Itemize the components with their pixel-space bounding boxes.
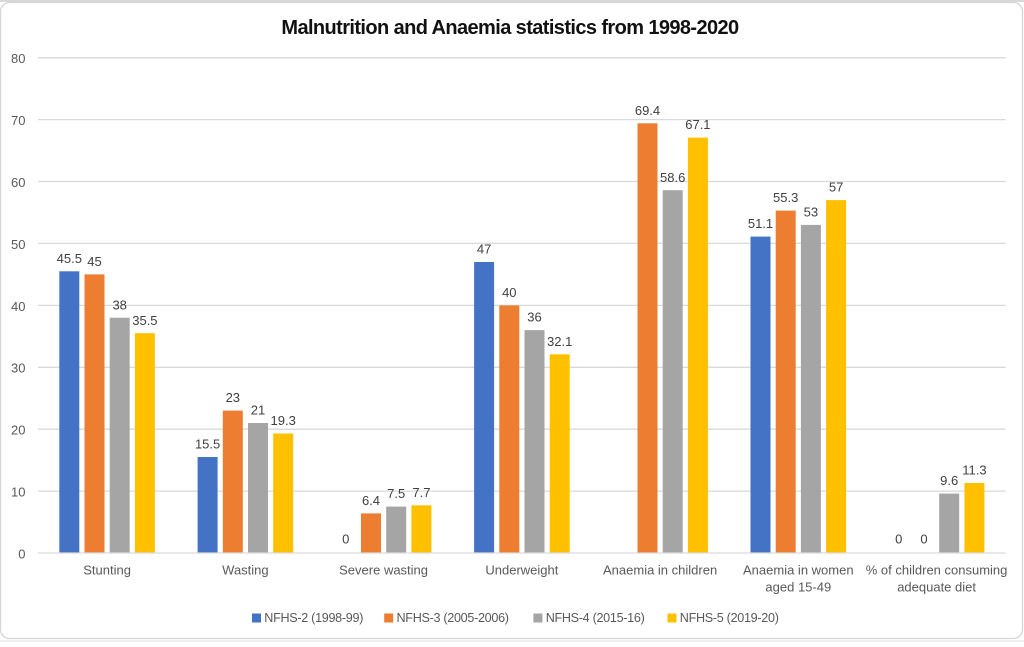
svg-text:32.1: 32.1	[547, 334, 572, 349]
svg-text:40: 40	[502, 285, 516, 300]
svg-text:7.5: 7.5	[387, 486, 405, 501]
svg-text:47: 47	[477, 242, 491, 257]
svg-text:Malnutrition and Anaemia stati: Malnutrition and Anaemia statistics from…	[281, 17, 739, 39]
svg-text:adequate diet: adequate diet	[897, 580, 976, 595]
svg-text:6.4: 6.4	[362, 493, 380, 508]
svg-text:36: 36	[527, 310, 541, 325]
svg-text:aged 15-49: aged 15-49	[765, 580, 831, 595]
svg-text:21: 21	[251, 403, 265, 418]
svg-text:23: 23	[226, 390, 240, 405]
svg-text:50: 50	[11, 237, 25, 252]
svg-text:7.7: 7.7	[412, 485, 430, 500]
svg-text:NFHS-4 (2015-16): NFHS-4 (2015-16)	[546, 611, 645, 625]
svg-text:45: 45	[87, 254, 101, 269]
svg-text:51.1: 51.1	[748, 216, 773, 231]
svg-text:NFHS-5 (2019-20): NFHS-5 (2019-20)	[680, 611, 779, 625]
svg-text:58.6: 58.6	[660, 170, 685, 185]
svg-text:19.3: 19.3	[271, 413, 296, 428]
svg-text:38: 38	[112, 297, 126, 312]
svg-text:0: 0	[920, 532, 927, 547]
svg-text:Severe wasting: Severe wasting	[339, 563, 428, 578]
svg-text:9.6: 9.6	[940, 473, 958, 488]
svg-text:% of children consuming: % of children consuming	[866, 563, 1008, 578]
svg-text:NFHS-2 (1998-99): NFHS-2 (1998-99)	[264, 611, 363, 625]
svg-text:Underweight: Underweight	[485, 563, 558, 578]
svg-text:69.4: 69.4	[635, 103, 660, 118]
svg-text:57: 57	[829, 180, 843, 195]
svg-text:70: 70	[11, 113, 25, 128]
svg-text:15.5: 15.5	[195, 437, 220, 452]
svg-text:53: 53	[804, 205, 818, 220]
svg-text:67.1: 67.1	[685, 117, 710, 132]
svg-text:Wasting: Wasting	[222, 563, 268, 578]
svg-text:11.3: 11.3	[962, 463, 986, 478]
svg-text:40: 40	[11, 299, 25, 314]
svg-text:80: 80	[11, 51, 25, 66]
svg-text:35.5: 35.5	[132, 313, 157, 328]
svg-text:0: 0	[18, 546, 25, 561]
svg-text:10: 10	[11, 485, 25, 500]
svg-text:55.3: 55.3	[773, 190, 798, 205]
svg-text:0: 0	[342, 532, 349, 547]
svg-text:Stunting: Stunting	[83, 563, 131, 578]
svg-text:20: 20	[11, 423, 25, 438]
svg-text:60: 60	[11, 175, 25, 190]
svg-text:Anaemia in women: Anaemia in women	[743, 563, 854, 578]
svg-text:45.5: 45.5	[57, 251, 82, 266]
svg-text:NFHS-3 (2005-2006): NFHS-3 (2005-2006)	[397, 611, 509, 625]
svg-text:0: 0	[895, 532, 902, 547]
svg-text:30: 30	[11, 361, 25, 376]
svg-text:Anaemia in children: Anaemia in children	[603, 563, 717, 578]
